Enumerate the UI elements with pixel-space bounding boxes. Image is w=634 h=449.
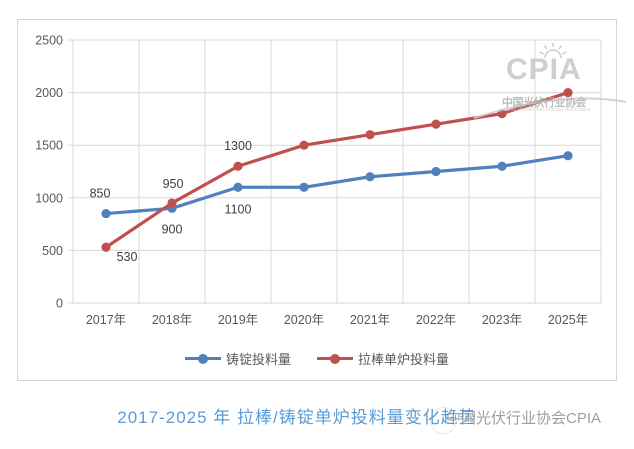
data-label: 1100 [225, 202, 252, 216]
data-label: 850 [90, 187, 111, 201]
x-tick-label: 2019年 [218, 313, 258, 327]
x-tick-label: 2023年 [482, 313, 522, 327]
data-point [233, 161, 243, 171]
data-label: 900 [162, 222, 183, 236]
data-point [167, 198, 177, 208]
data-point [233, 182, 243, 192]
watermark-seal-icon [430, 407, 457, 434]
data-label: 1300 [224, 139, 252, 153]
data-point [497, 161, 507, 171]
series-line [104, 154, 570, 216]
chart-frame: 0 500 1000 1500 2000 2500 2017年 2018年 2019年 2020年… [17, 19, 627, 381]
data-point [563, 151, 573, 161]
y-tick-label: 2500 [35, 34, 63, 48]
legend-label-ingot: 铸锭投料量 [225, 352, 291, 367]
chart-svg: 0 500 1000 1500 2000 2500 2017年 2018年 2019年 2020年… [35, 34, 602, 327]
plot-border [72, 39, 602, 304]
y-tick-label: 500 [42, 244, 63, 258]
legend-item-ingot: 铸锭投料量 [184, 349, 291, 368]
y-tick-label: 1500 [35, 139, 63, 153]
chart-legend: 铸锭投料量 拉棒单炉投料量 [18, 349, 616, 368]
x-tick-label: 2017年 [86, 313, 126, 327]
legend-marker-dot-blue [197, 353, 208, 364]
data-point [497, 109, 507, 119]
x-tick-label: 2025年 [548, 313, 588, 327]
data-point [431, 119, 441, 129]
data-label: 950 [163, 177, 184, 191]
y-tick-label: 1000 [35, 191, 63, 205]
data-point [299, 140, 309, 150]
x-tick-label: 2021年 [350, 313, 390, 327]
data-point [101, 242, 111, 252]
data-point [101, 208, 111, 219]
legend-marker-dot-red [330, 353, 340, 364]
x-tick-label: 2018年 [152, 313, 192, 327]
data-point [365, 130, 375, 140]
x-tick-label: 2020年 [284, 313, 324, 327]
legend-line-swatch-blue [184, 353, 221, 364]
y-tick-label: 0 [56, 297, 63, 311]
y-tick-label: 2000 [35, 86, 63, 100]
data-point [299, 182, 309, 192]
x-tick-label: 2022年 [416, 313, 456, 327]
bottom-watermark-text: 中国光伏行业协会CPIA [446, 410, 602, 427]
legend-label-pulled-rod: 拉棒单炉投料量 [358, 352, 450, 367]
data-point [365, 172, 375, 182]
data-point [563, 88, 573, 98]
data-point [431, 166, 441, 177]
legend-line-swatch-red [317, 353, 353, 364]
legend-item-pulled-rod: 拉棒单炉投料量 [317, 349, 449, 368]
chart-caption: 2017-2025 年 拉棒/铸锭单炉投料量变化趋势 [117, 408, 477, 427]
data-label: 530 [117, 250, 138, 264]
